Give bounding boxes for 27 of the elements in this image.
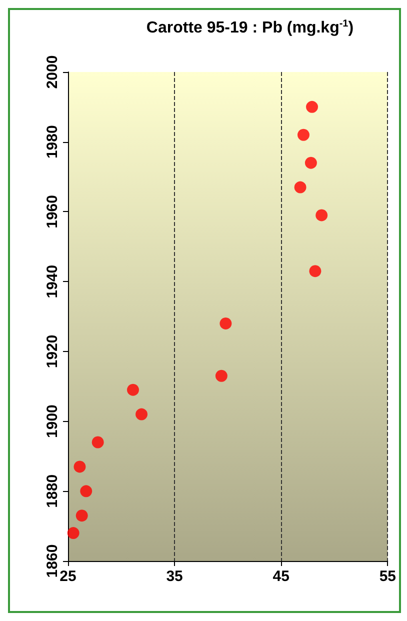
y-tick-label: 1940 bbox=[44, 264, 61, 298]
point bbox=[92, 436, 104, 448]
point bbox=[294, 181, 306, 194]
y-tick-label: 1860 bbox=[44, 544, 61, 578]
point bbox=[76, 510, 88, 522]
point bbox=[215, 370, 228, 382]
y-tick-label: 1900 bbox=[44, 404, 61, 438]
point bbox=[80, 485, 92, 498]
point bbox=[220, 317, 232, 330]
point bbox=[306, 100, 318, 113]
point bbox=[67, 527, 80, 540]
point bbox=[309, 265, 322, 278]
x-tick-label: 25 bbox=[60, 568, 76, 585]
y-tick-label: 1960 bbox=[44, 195, 61, 228]
x-tick-label: 35 bbox=[166, 568, 183, 585]
point bbox=[136, 408, 148, 420]
point bbox=[304, 156, 317, 169]
y-tick-label: 1980 bbox=[44, 125, 61, 159]
point bbox=[316, 209, 328, 222]
point bbox=[127, 384, 139, 396]
point bbox=[74, 460, 86, 473]
y-tick-label: 2000 bbox=[44, 55, 61, 89]
y-tick-label: 1920 bbox=[44, 334, 61, 368]
point bbox=[297, 128, 310, 141]
y-tick-label: 1880 bbox=[44, 474, 61, 508]
x-tick-label: 55 bbox=[379, 568, 396, 585]
x-tick-label: 45 bbox=[272, 568, 290, 585]
